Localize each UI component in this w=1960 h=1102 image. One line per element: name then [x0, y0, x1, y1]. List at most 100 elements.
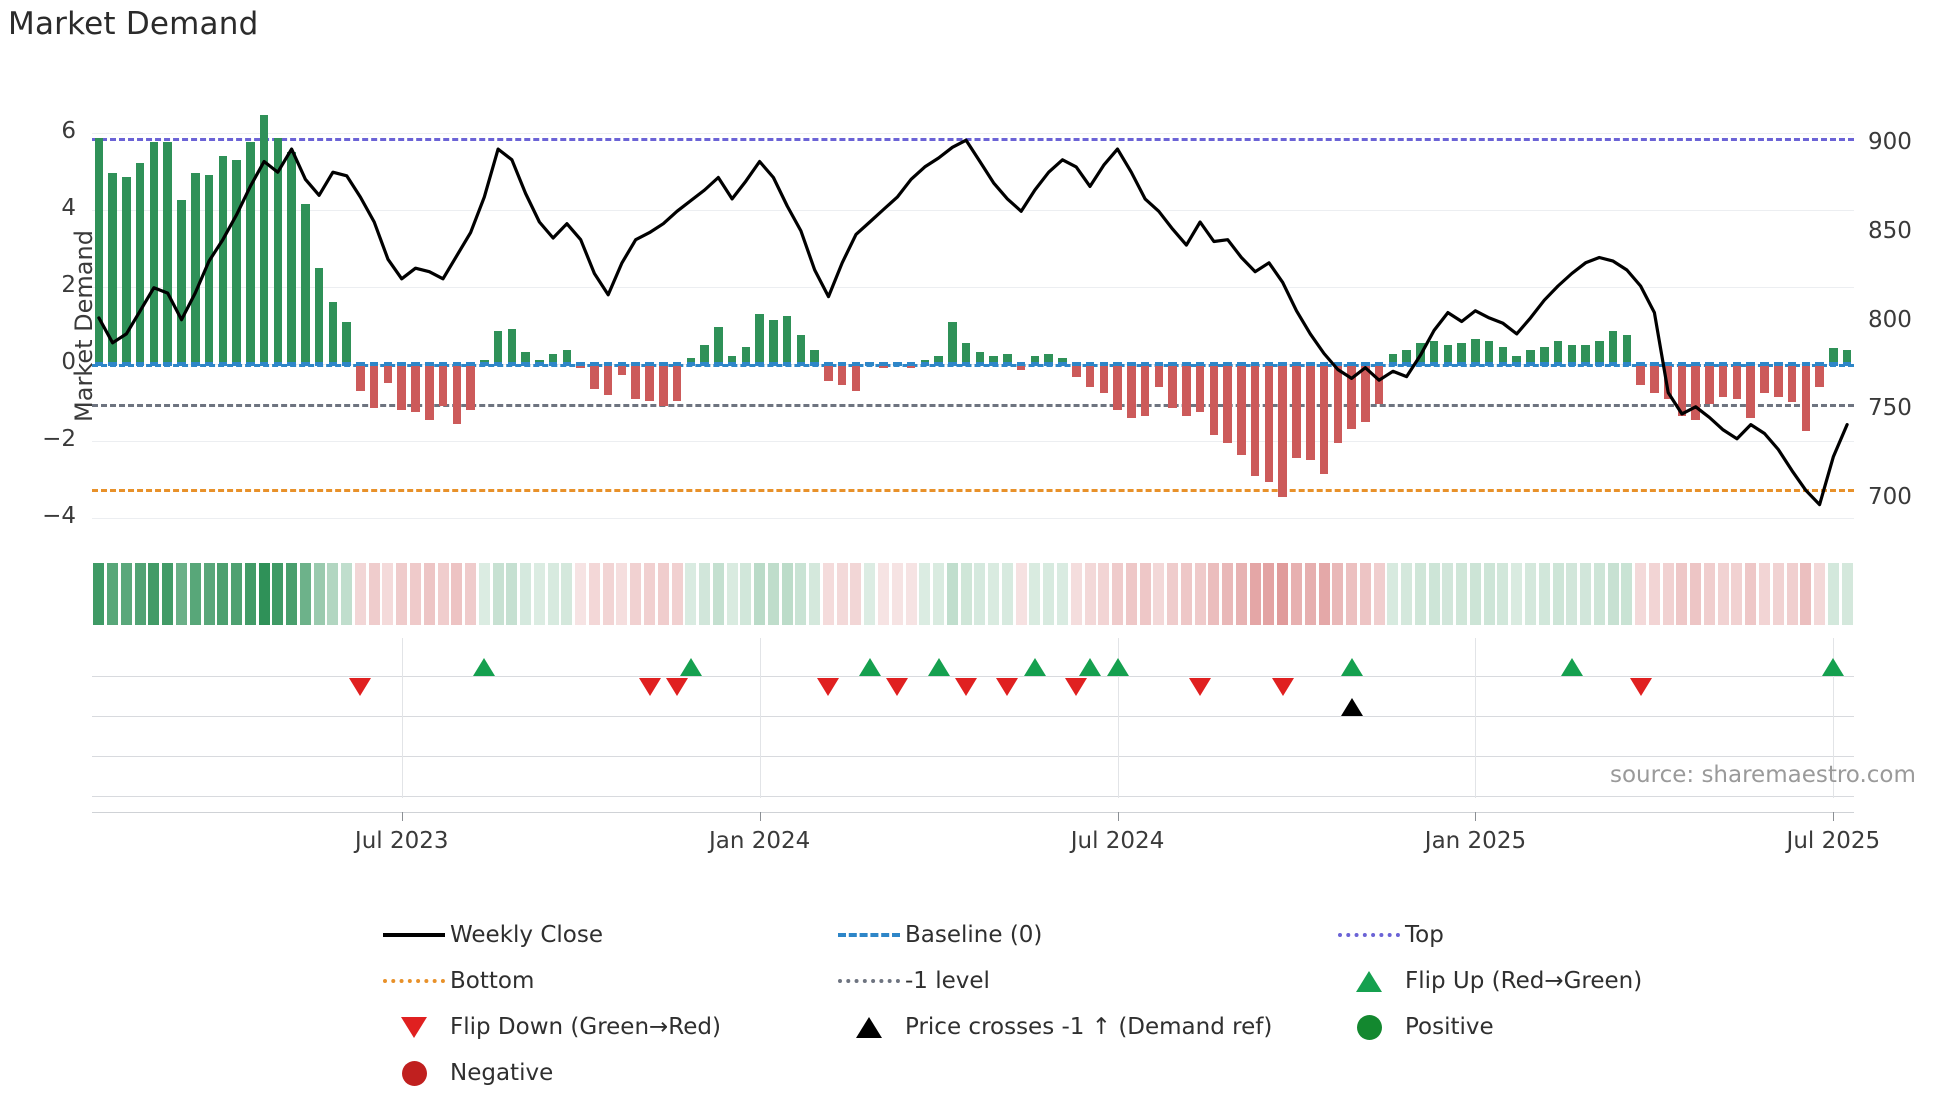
demand-bar — [149, 142, 159, 364]
baseline-stub — [1278, 361, 1287, 366]
right-axis-tick-label: 850 — [1868, 217, 1912, 244]
heat-cell — [1456, 563, 1468, 625]
baseline-stub — [989, 361, 998, 366]
demand-bar — [232, 159, 241, 364]
legend-label: Price crosses -1 ↑ (Demand ref) — [905, 1014, 1273, 1040]
baseline-stub — [1595, 361, 1604, 366]
baseline-stub — [507, 361, 517, 366]
legend-item[interactable]: Price crosses -1 ↑ (Demand ref) — [833, 1012, 1333, 1042]
heat-cell — [1346, 563, 1358, 625]
flip-down-marker-icon — [638, 678, 661, 696]
heat-cell — [1428, 563, 1440, 625]
legend-item[interactable]: Flip Down (Green→Red) — [378, 1012, 833, 1042]
baseline-stub — [480, 361, 489, 366]
legend-label: Flip Down (Green→Red) — [450, 1014, 721, 1040]
legend-item[interactable]: Flip Up (Red→Green) — [1333, 966, 1678, 996]
demand-bar — [714, 327, 723, 364]
gridline — [92, 441, 1854, 443]
legend-key — [378, 1060, 450, 1086]
heat-cell — [1194, 563, 1206, 625]
legend-item[interactable]: Negative — [378, 1058, 833, 1088]
heat-cell — [162, 563, 174, 625]
legend-item[interactable]: Positive — [1333, 1012, 1678, 1042]
demand-bar — [301, 203, 310, 364]
legend-item[interactable]: Baseline (0) — [833, 920, 1333, 950]
heat-cell — [1662, 563, 1674, 625]
x-axis-tickmark — [401, 812, 403, 821]
baseline-stub — [810, 361, 819, 366]
demand-bar — [1746, 363, 1756, 418]
baseline-stub — [356, 361, 365, 366]
heat-cell — [1511, 563, 1523, 625]
baseline-stub — [328, 361, 338, 366]
legend-item[interactable]: Bottom — [378, 966, 833, 996]
gridline — [92, 286, 1854, 288]
demand-bar — [190, 173, 200, 364]
legend-label: Positive — [1405, 1014, 1494, 1040]
baseline-stub — [1815, 361, 1824, 366]
x-axis-tickmark — [1117, 812, 1119, 821]
baseline-stub — [714, 361, 723, 366]
heat-cell — [1332, 563, 1344, 625]
dotted-line-purple-icon — [1338, 933, 1400, 937]
demand-bar — [590, 363, 599, 389]
baseline-stub — [975, 361, 985, 366]
heat-cell — [1525, 563, 1536, 625]
heat-cell — [409, 563, 421, 625]
legend-item[interactable]: -1 level — [833, 966, 1333, 996]
baseline-stub — [287, 361, 296, 366]
heat-cell — [1676, 563, 1688, 625]
baseline-stub — [438, 361, 448, 366]
demand-bar — [1636, 363, 1645, 386]
demand-bar — [755, 313, 764, 364]
demand-bar — [1608, 331, 1618, 364]
triangle-down-red-icon — [401, 1016, 427, 1038]
heat-cell — [850, 563, 862, 625]
legend-item[interactable]: Weekly Close — [378, 920, 833, 950]
heat-cell — [465, 563, 477, 625]
right-axis-tick-label: 750 — [1868, 395, 1912, 422]
baseline-stub — [535, 361, 544, 366]
heat-cell — [1043, 563, 1055, 625]
heat-cell — [1827, 563, 1839, 625]
demand-bar — [1801, 363, 1811, 432]
x-axis-line — [92, 812, 1854, 813]
baseline-stub — [232, 361, 241, 366]
baseline-stub — [824, 361, 833, 366]
legend-label: Bottom — [450, 968, 535, 994]
baseline-stub — [686, 361, 696, 366]
demand-bar — [1691, 363, 1700, 420]
demand-bar — [1484, 340, 1494, 364]
baseline-stub — [1388, 361, 1398, 366]
baseline-stub — [1305, 361, 1315, 366]
heat-cell — [93, 563, 105, 625]
heat-cell — [1373, 563, 1385, 625]
x-axis-tick-label: Jul 2024 — [1070, 828, 1165, 854]
demand-bar — [975, 352, 985, 364]
demand-bar — [934, 356, 943, 364]
heat-cell — [1442, 563, 1454, 625]
demand-bar — [1099, 363, 1109, 393]
baseline-stub — [1443, 361, 1453, 366]
solid-line-black-icon — [383, 933, 445, 937]
baseline-stub — [521, 361, 530, 366]
left-axis-tick-label: 2 — [61, 271, 76, 298]
baseline-stub — [562, 361, 572, 366]
heat-cell — [575, 563, 587, 625]
demand-bar — [1829, 348, 1838, 364]
demand-bar — [631, 363, 640, 399]
demand-heat-strip — [92, 563, 1854, 625]
left-axis-label: Market Demand — [70, 230, 98, 422]
legend-item[interactable]: Top — [1333, 920, 1678, 950]
chart-legend: Weekly Close Baseline (0) Top Bottom -1 leve… — [378, 920, 1678, 1088]
heat-cell — [382, 563, 394, 625]
heat-cell — [299, 563, 311, 625]
baseline-stub — [493, 361, 503, 366]
demand-bar — [727, 356, 737, 364]
baseline-stub — [893, 361, 902, 366]
demand-bar — [438, 363, 448, 407]
legend-key — [1333, 1014, 1405, 1040]
baseline-stub — [1829, 361, 1838, 366]
heat-cell — [134, 563, 146, 625]
heat-cell — [933, 563, 945, 625]
